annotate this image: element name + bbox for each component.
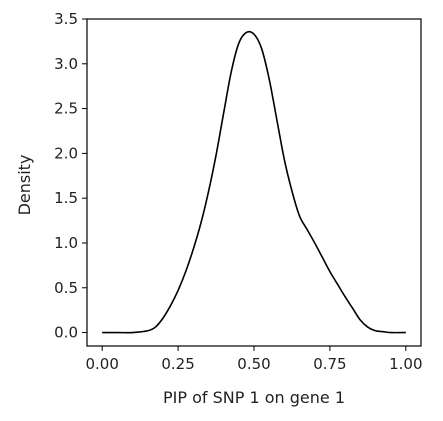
x-tick-label: 0.50 xyxy=(237,355,270,373)
y-tick-label: 0.0 xyxy=(54,324,78,342)
x-tick-label: 0.25 xyxy=(161,355,194,373)
x-tick-label: 1.00 xyxy=(389,355,422,373)
y-tick-label: 2.0 xyxy=(54,144,78,162)
x-tick-label: 0.75 xyxy=(313,355,346,373)
density-curve xyxy=(102,30,406,334)
plot-frame xyxy=(86,18,422,347)
x-axis-label: PIP of SNP 1 on gene 1 xyxy=(163,388,345,407)
y-axis-label: Density xyxy=(15,155,34,216)
x-axis: 0.00 0.25 0.50 0.75 1.00 xyxy=(85,346,423,373)
y-tick-label: 1.5 xyxy=(54,189,78,207)
y-axis: 0.0 0.5 1.0 1.5 2.0 2.5 3.0 3.5 xyxy=(54,10,87,342)
y-tick-label: 2.5 xyxy=(54,100,78,118)
y-tick-label: 3.0 xyxy=(54,55,78,73)
y-tick-label: 0.5 xyxy=(54,279,78,297)
plot-area xyxy=(102,30,406,334)
x-tick-label: 0.00 xyxy=(85,355,118,373)
y-tick-label: 3.5 xyxy=(54,10,78,28)
y-tick-label: 1.0 xyxy=(54,234,78,252)
